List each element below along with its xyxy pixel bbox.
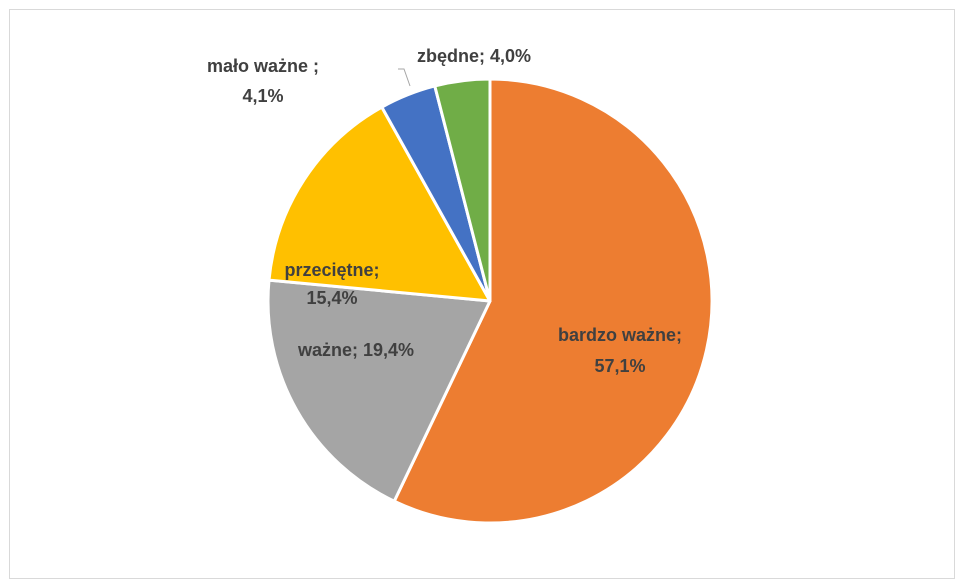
pie-slice-bardzo-ważne (392, 77, 714, 525)
malo-wazne-label-name: mało ważne ; (207, 56, 319, 76)
bardzo-wazne-label-name: bardzo ważne; (558, 325, 682, 345)
pie-slice-zbędne (433, 77, 492, 303)
zbedne-leader-line (398, 68, 411, 87)
pie-slice-przeciętne (267, 105, 492, 303)
bardzo-wazne-label-value: 57,1% (594, 356, 645, 376)
przecietne-label-value: 15,4% (306, 288, 357, 308)
pie-slice-ważne (266, 278, 492, 503)
wazne-label: ważne; 19,4% (297, 340, 414, 360)
malo-wazne-label-value: 4,1% (242, 86, 283, 106)
zbedne-label: zbędne; 4,0% (417, 46, 531, 66)
przecietne-label-name: przeciętne; (284, 260, 379, 280)
pie-slices (266, 77, 714, 525)
